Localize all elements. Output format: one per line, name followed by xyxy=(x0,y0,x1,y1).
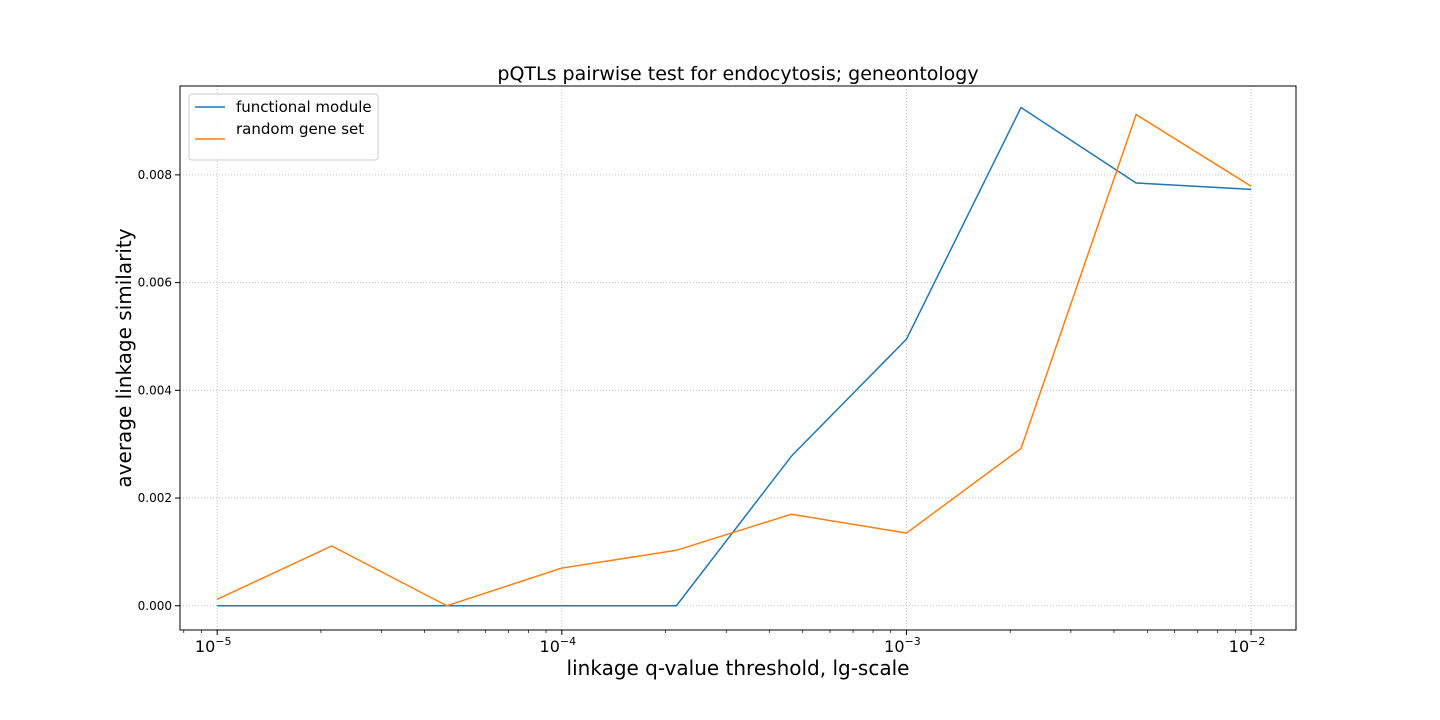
x-tick-label: 10−2 xyxy=(1229,635,1266,656)
x-tick-label: 10−4 xyxy=(540,635,577,656)
y-tick-label: 0.004 xyxy=(138,383,172,397)
chart-title: pQTLs pairwise test for endocytosis; gen… xyxy=(497,63,978,85)
legend-label-random-gene-set: random gene set xyxy=(236,120,364,138)
y-tick-label: 0.002 xyxy=(138,491,172,505)
grid-layer xyxy=(180,86,1296,630)
legend-label-functional-module: functional module xyxy=(236,98,372,116)
tick-layer: 10−5 10−4 10−3 10−2 0.000 0.002 0.004 0.006 0.00… xyxy=(138,168,1266,656)
legend: functional module random gene set xyxy=(188,93,379,161)
x-tick-label: 10−5 xyxy=(195,635,232,656)
y-tick-label: 0.000 xyxy=(138,599,172,613)
series-layer xyxy=(216,106,1252,607)
y-tick-label: 0.008 xyxy=(138,168,172,182)
series-line-random-gene-set xyxy=(216,113,1252,607)
y-tick-label: 0.006 xyxy=(138,276,172,290)
plot-frame xyxy=(179,85,1297,631)
x-axis-label: linkage q-value threshold, lg-scale xyxy=(567,656,910,680)
x-tick-label: 10−3 xyxy=(884,635,921,656)
series-line-functional-module xyxy=(217,106,1252,607)
y-axis-label: average linkage similarity xyxy=(112,228,136,487)
legend-box xyxy=(188,93,379,161)
